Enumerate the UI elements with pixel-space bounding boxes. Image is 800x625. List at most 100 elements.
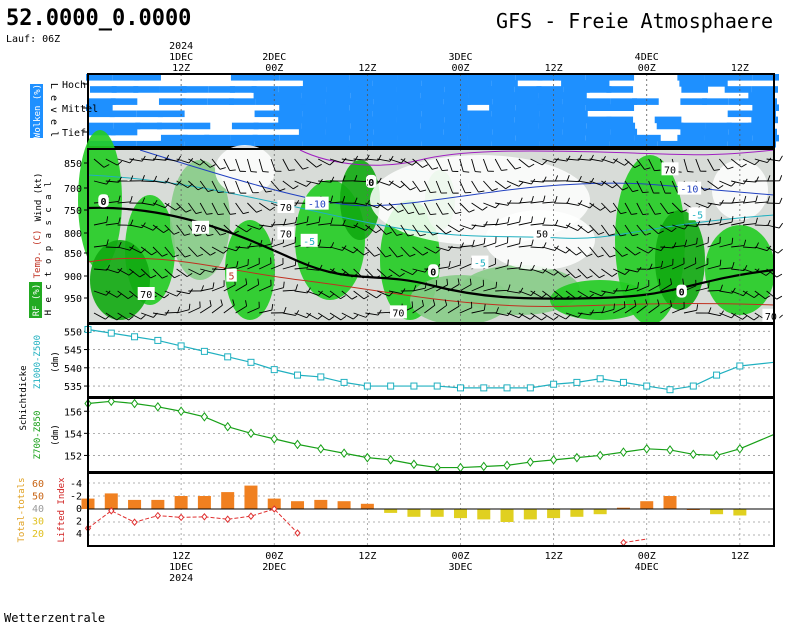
cloud-cell xyxy=(728,98,756,105)
wind-barb xyxy=(247,263,260,270)
cloud-cell xyxy=(441,92,469,99)
cloud-cell xyxy=(560,122,587,130)
cloud-cell xyxy=(279,104,306,111)
wind-barb xyxy=(530,268,544,274)
wind-barb-flag xyxy=(387,206,394,211)
series-line xyxy=(87,400,775,469)
wind-barb xyxy=(565,180,580,183)
wind-barb-flag xyxy=(330,217,334,224)
wind-barb xyxy=(259,285,272,292)
wind-barb-flag xyxy=(704,188,711,192)
data-point xyxy=(317,373,325,381)
wind-barb-flag xyxy=(719,310,724,316)
cloud-cell xyxy=(752,104,779,111)
wind-barb-flag xyxy=(644,167,651,170)
cloud-cell xyxy=(253,92,281,99)
wind-barb xyxy=(719,243,733,248)
wind-barb xyxy=(530,158,543,166)
cloud-cell xyxy=(586,122,614,130)
cloud-cell xyxy=(302,80,330,87)
wind-barb-flag xyxy=(507,216,510,223)
wind-barb-flag xyxy=(242,211,249,215)
wind-barb xyxy=(695,263,709,270)
wind-barb xyxy=(353,224,366,231)
wind-barb xyxy=(282,265,296,270)
wind-barb xyxy=(707,222,721,226)
bottom-time-label: 12Z xyxy=(545,551,563,562)
total-totals-bar xyxy=(151,499,165,509)
cloud-cell xyxy=(515,134,543,142)
cloud-cell xyxy=(347,98,374,105)
wind-barb xyxy=(270,180,280,192)
total-totals-tick: 60 xyxy=(32,479,44,490)
wind-barb-flag xyxy=(129,157,135,164)
wind-barb-flag xyxy=(599,274,605,279)
wind-barb-flag xyxy=(396,233,403,236)
total-totals-bar xyxy=(221,492,235,509)
total-totals-bar xyxy=(663,496,677,509)
wind-barb xyxy=(211,224,221,236)
wind-barb-flag xyxy=(302,166,309,170)
wind-barb-flag xyxy=(269,206,276,211)
wind-barb xyxy=(624,287,638,292)
cloud-cell xyxy=(418,86,445,93)
wind-barb-flag xyxy=(271,304,274,311)
wind-barb xyxy=(365,202,378,209)
wind-barb-flag xyxy=(531,239,534,246)
cloud-cell xyxy=(752,134,779,142)
cloud-cell xyxy=(418,116,445,124)
cloud-cell xyxy=(468,92,496,99)
total-totals-bar xyxy=(337,501,351,509)
wind-barb-flag xyxy=(754,268,760,274)
cloud-cell xyxy=(632,98,659,105)
wind-barb xyxy=(235,246,249,249)
wind-barb-flag xyxy=(295,310,300,316)
wind-barb xyxy=(329,312,342,321)
wind-barb-flag xyxy=(755,217,758,224)
cloud-cell xyxy=(677,74,705,81)
cloud-cell xyxy=(302,140,330,148)
wind-barb xyxy=(766,290,777,300)
wind-barb-flag xyxy=(495,307,499,314)
cloud-cell xyxy=(488,116,515,124)
wind-barb xyxy=(554,158,568,162)
wind-barb xyxy=(719,267,733,270)
wind-barb xyxy=(377,180,390,186)
wind-barb xyxy=(235,305,247,314)
wind-barb-flag xyxy=(307,261,310,268)
wind-barb xyxy=(447,202,456,214)
wind-barb-flag xyxy=(553,315,559,321)
cloud-cell xyxy=(420,92,447,99)
wind-barb xyxy=(518,268,532,271)
data-point xyxy=(596,450,604,461)
wind-barb xyxy=(129,268,140,278)
wind-barb xyxy=(152,202,166,209)
wind-barb xyxy=(93,268,107,271)
wind-barb-flag xyxy=(354,175,358,181)
wind-barb-flag xyxy=(163,228,169,234)
cloud-cell xyxy=(326,116,354,124)
cloud-cell xyxy=(228,98,256,105)
lifted-index-point xyxy=(247,512,255,520)
wind-barb xyxy=(554,224,567,229)
wind-barb xyxy=(660,264,673,270)
wind-barb-flag xyxy=(515,166,522,170)
wind-barb xyxy=(660,202,669,214)
cloud-cell xyxy=(370,74,398,81)
wind-barb-flag xyxy=(306,181,312,187)
cloud-cell xyxy=(371,92,399,99)
isoline-label-bg xyxy=(305,196,329,210)
top-time-label: 2024 xyxy=(169,41,193,52)
wind-barb xyxy=(164,158,178,162)
wind-barb xyxy=(294,290,308,294)
wind-barb-flag xyxy=(731,313,736,319)
total-totals-bar xyxy=(453,509,467,519)
isoline-label: 70 xyxy=(765,312,777,323)
total-totals-bar xyxy=(430,509,444,517)
wind-barb xyxy=(636,304,648,314)
wind-barb xyxy=(211,158,221,170)
z1000-unit-label: (dm) xyxy=(51,351,61,373)
data-point xyxy=(433,382,441,390)
wind-barb-flag xyxy=(422,251,429,256)
